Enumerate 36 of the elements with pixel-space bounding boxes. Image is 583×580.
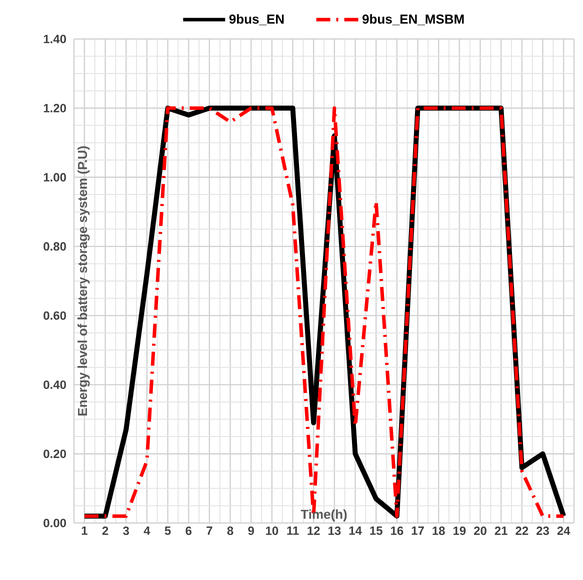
x-tick-label: 1 (82, 526, 88, 535)
x-tick-label: 2 (102, 526, 108, 535)
legend-label: 9bus_EN (229, 14, 284, 26)
x-tick-label: 8 (227, 526, 234, 536)
x-tick-label: 12 (308, 526, 320, 535)
x-tick-label: 22 (516, 526, 528, 535)
y-tick-label: 0.20 (44, 450, 66, 458)
x-tick-label: 3 (123, 526, 129, 536)
y-tick-label: 1.20 (44, 104, 66, 112)
x-tick-label: 6 (186, 526, 192, 536)
y-tick-label: 1.00 (44, 173, 66, 182)
x-tick-label: 23 (536, 526, 549, 536)
y-tick-label: 1.40 (44, 34, 66, 44)
x-tick-label: 4 (144, 526, 150, 535)
y-tick-label: 0.40 (44, 380, 66, 389)
x-tick-label: 14 (349, 526, 362, 535)
x-tick-label: 19 (453, 526, 466, 536)
x-tick-label: 15 (370, 526, 382, 535)
x-tick-label: 16 (391, 526, 404, 536)
x-tick-label: 10 (266, 526, 278, 536)
x-axis-title: Time(h) (300, 509, 347, 522)
y-tick-label: 0.80 (44, 242, 66, 251)
x-tick-label: 5 (164, 526, 171, 535)
x-tick-label: 11 (287, 526, 299, 535)
y-axis-title: Energy level of battery storage system (P.U) (78, 146, 90, 416)
y-tick-label: 0.60 (44, 311, 66, 320)
x-tick-label: 17 (412, 526, 424, 535)
x-tick-label: 9 (248, 526, 254, 536)
x-tick-label: 7 (206, 526, 212, 535)
x-tick-label: 21 (494, 526, 508, 535)
y-tick-label: 0.00 (44, 518, 66, 528)
legend-label: 9bus_EN_MSBM (362, 14, 464, 26)
x-tick-label: 13 (328, 526, 341, 536)
x-tick-label: 18 (432, 526, 445, 536)
x-tick-label: 24 (557, 526, 570, 535)
x-tick-label: 20 (474, 526, 486, 536)
